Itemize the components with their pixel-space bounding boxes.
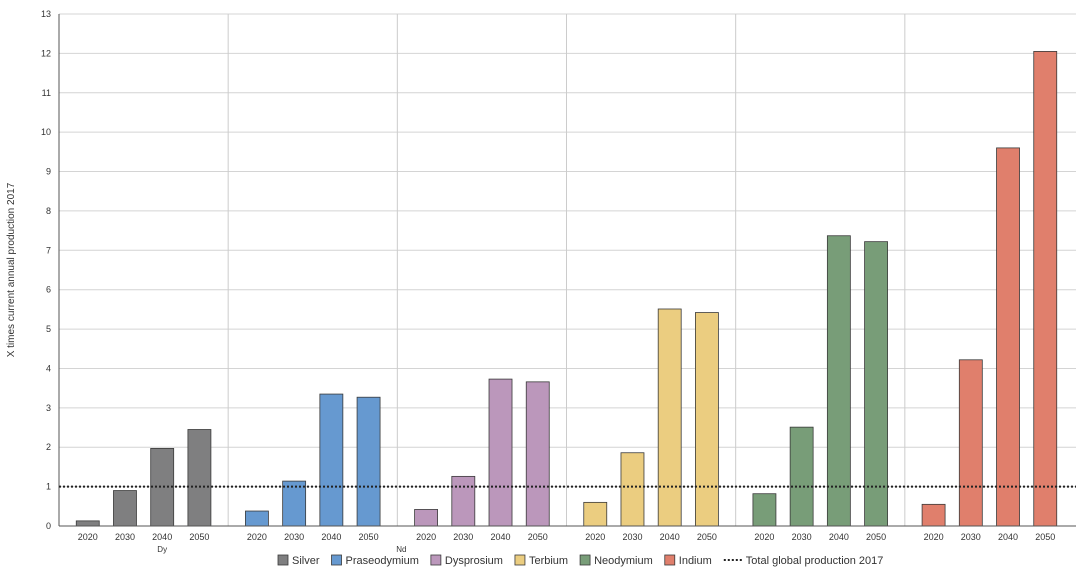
legend-item: Total global production 2017 <box>723 555 884 567</box>
x-tick-label: 2040 <box>491 532 511 542</box>
x-tick-label: 2020 <box>754 532 774 542</box>
bar-praseodymium-2020 <box>245 510 269 527</box>
legend-swatch <box>514 554 526 566</box>
y-tick-label: 13 <box>41 9 51 19</box>
bar-indium-2020 <box>921 503 946 527</box>
x-tick-label: 2030 <box>115 532 135 542</box>
legend-item: Silver <box>277 554 320 567</box>
gridlines <box>59 13 1076 488</box>
legend-swatch <box>430 554 442 566</box>
x-tick-label: 2050 <box>866 532 886 542</box>
group-separators <box>227 14 906 526</box>
bar-terbium-2040 <box>657 308 682 527</box>
bar-praseodymium-2050 <box>356 396 381 527</box>
x-tick-label: 2050 <box>1035 532 1055 542</box>
y-tick-label: 4 <box>46 363 51 373</box>
bar-indium-2050 <box>1033 51 1058 527</box>
bar-dysprosium-2040 <box>488 378 513 527</box>
x-tick-label: 2040 <box>998 532 1018 542</box>
bar-silver-2040 <box>150 448 175 527</box>
y-axis-title: X times current annual production 2017 <box>6 182 17 357</box>
y-tick-label: 0 <box>46 521 51 531</box>
bar-dysprosium-2050 <box>525 381 550 527</box>
x-tick-label: 2050 <box>359 532 379 542</box>
bar-neodymium-2030 <box>789 426 814 527</box>
x-tick-label: 2020 <box>78 532 98 542</box>
x-tick-label: 2040 <box>660 532 680 542</box>
bar-silver-2020 <box>75 520 100 527</box>
y-tick-label: 11 <box>42 88 51 98</box>
legend-label: Total global production 2017 <box>746 555 884 567</box>
legend-swatch <box>331 554 342 566</box>
bars <box>75 51 1058 527</box>
x-tick-label: 2020 <box>585 532 605 542</box>
extra-label-nd: Nd <box>396 545 406 554</box>
legend-label: Neodymium <box>594 555 653 567</box>
x-tick-label: 2040 <box>829 532 849 542</box>
legend-item: Praseodymium <box>331 554 419 567</box>
bar-dysprosium-2020 <box>414 509 438 527</box>
legend-swatch <box>579 554 591 566</box>
legend-swatch <box>664 554 676 566</box>
bar-silver-2050 <box>187 429 212 527</box>
legend-item: Terbium <box>514 554 568 567</box>
y-tick-label: 5 <box>46 324 51 334</box>
legend-label: Dysprosium <box>445 555 503 567</box>
extra-label-dy: Dy <box>157 545 167 554</box>
bar-neodymium-2050 <box>864 241 888 527</box>
y-tick-label: 12 <box>41 48 51 58</box>
bar-praseodymium-2030 <box>282 480 307 527</box>
legend-item: Dysprosium <box>430 554 503 567</box>
x-tick-label: 2030 <box>961 532 981 542</box>
bar-silver-2030 <box>113 490 137 527</box>
x-tick-label: 2030 <box>284 532 304 542</box>
legend-label: Terbium <box>529 555 568 567</box>
x-tick-label: 2050 <box>528 532 548 542</box>
legend-item: Indium <box>664 554 712 567</box>
x-tick-label: 2030 <box>453 532 473 542</box>
x-tick-label: 2020 <box>247 532 267 542</box>
bar-terbium-2050 <box>695 312 719 527</box>
x-tick-label: 2040 <box>321 532 341 542</box>
y-tick-label: 10 <box>41 127 51 137</box>
legend-label: Praseodymium <box>346 555 419 567</box>
legend-item: Neodymium <box>579 554 653 567</box>
extra-labels: Dy Nd <box>157 545 406 554</box>
bar-terbium-2030 <box>620 452 645 527</box>
y-tick-label: 3 <box>46 403 51 413</box>
x-tick-label: 2050 <box>697 532 717 542</box>
y-tick-label: 1 <box>46 482 51 492</box>
bar-indium-2030 <box>958 359 983 527</box>
bar-praseodymium-2040 <box>319 393 344 527</box>
x-tick-labels: 2020 2030 2040 2050 2020 2030 2040 2050 2020 2030… <box>78 532 1056 542</box>
legend-label: Indium <box>679 555 712 567</box>
y-tick-label: 9 <box>46 167 51 177</box>
legend-label: Silver <box>292 555 320 567</box>
x-tick-label: 2050 <box>189 532 209 542</box>
y-tick-label: 8 <box>46 206 51 216</box>
bar-neodymium-2020 <box>752 493 777 527</box>
x-tick-label: 2040 <box>152 532 172 542</box>
legend-swatch <box>277 554 289 566</box>
bar-neodymium-2040 <box>826 235 851 527</box>
bar-indium-2040 <box>996 147 1020 527</box>
axes <box>58 14 1076 527</box>
x-tick-label: 2030 <box>792 532 812 542</box>
y-tick-label: 6 <box>46 285 51 295</box>
bar-dysprosium-2030 <box>451 475 476 527</box>
x-tick-label: 2030 <box>622 532 642 542</box>
bar-terbium-2020 <box>583 501 608 527</box>
y-tick-label: 2 <box>46 442 51 452</box>
x-tick-label: 2020 <box>416 532 436 542</box>
y-tick-label: 7 <box>46 245 51 255</box>
legend: Silver Praseodymium Dysprosium Terbium Neody… <box>277 554 884 567</box>
x-tick-label: 2020 <box>924 532 944 542</box>
